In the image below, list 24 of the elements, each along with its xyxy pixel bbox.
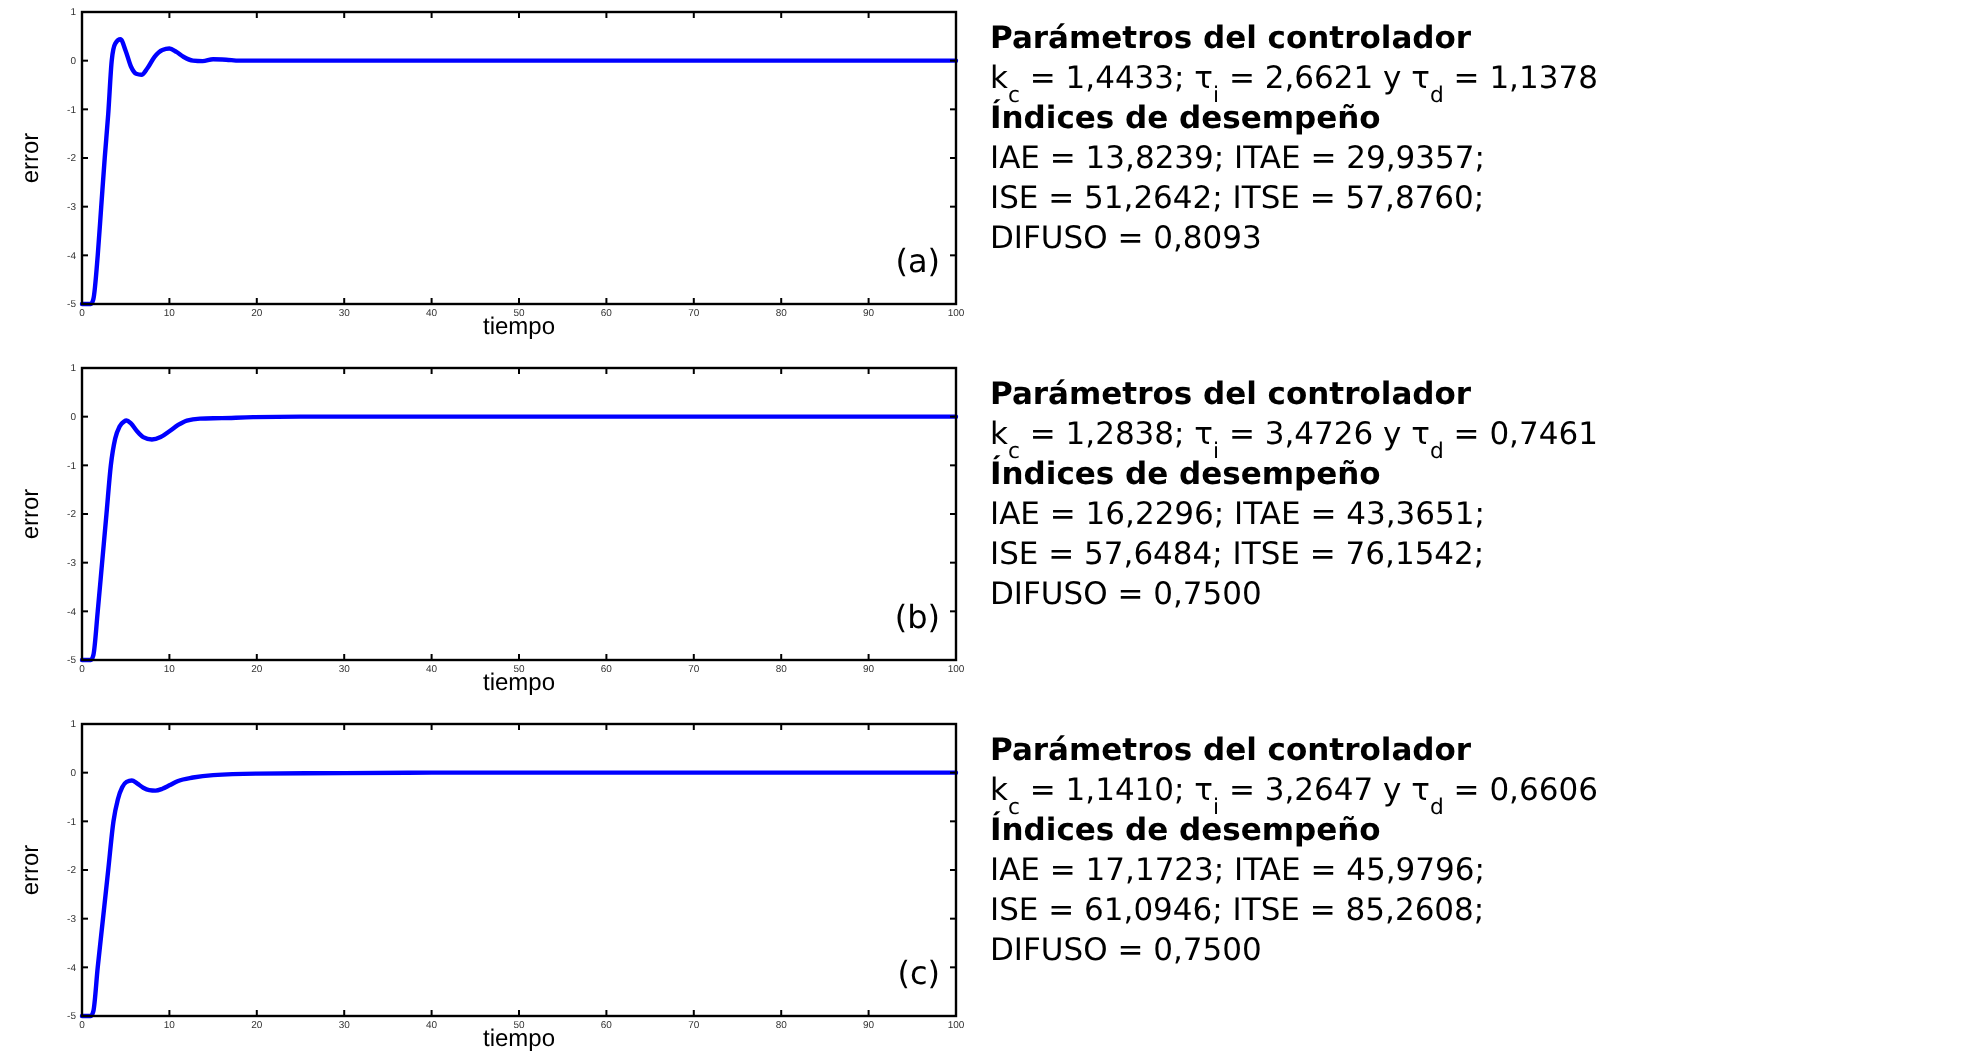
text: Índices de desempeño [990, 98, 1381, 136]
annotation: (c) [897, 954, 940, 992]
annotation: (b) [894, 598, 940, 636]
text: Índices de desempeño [990, 810, 1381, 848]
text: Parámetros del controlador [990, 376, 1472, 412]
text: Índices de desempeño [990, 454, 1381, 492]
text: ISE = 57,6484; ITSE = 76,1542; [990, 536, 1485, 572]
text: DIFUSO = 0,7500 [990, 932, 1262, 968]
text: IAE = 17,1723; ITAE = 45,9796; [990, 852, 1485, 888]
text: Parámetros del controlador [990, 732, 1472, 768]
line-series [79, 37, 959, 307]
text: IAE = 13,8239; ITAE = 29,9357; [990, 140, 1485, 176]
y-axis-title: error [16, 132, 44, 184]
text: ISE = 61,0946; ITSE = 85,2608; [990, 892, 1485, 928]
line-series [79, 414, 959, 663]
text: DIFUSO = 0,7500 [990, 576, 1262, 612]
annotation: (a) [895, 242, 940, 280]
line-series [79, 770, 959, 1019]
y-axis-title: error [16, 488, 44, 540]
text: ISE = 51,2642; ITSE = 57,8760; [990, 180, 1485, 216]
y-axis-title: error [16, 844, 44, 896]
text: Parámetros del controlador [990, 20, 1472, 56]
text: IAE = 16,2296; ITAE = 43,3651; [990, 496, 1485, 532]
text: DIFUSO = 0,8093 [990, 220, 1262, 256]
